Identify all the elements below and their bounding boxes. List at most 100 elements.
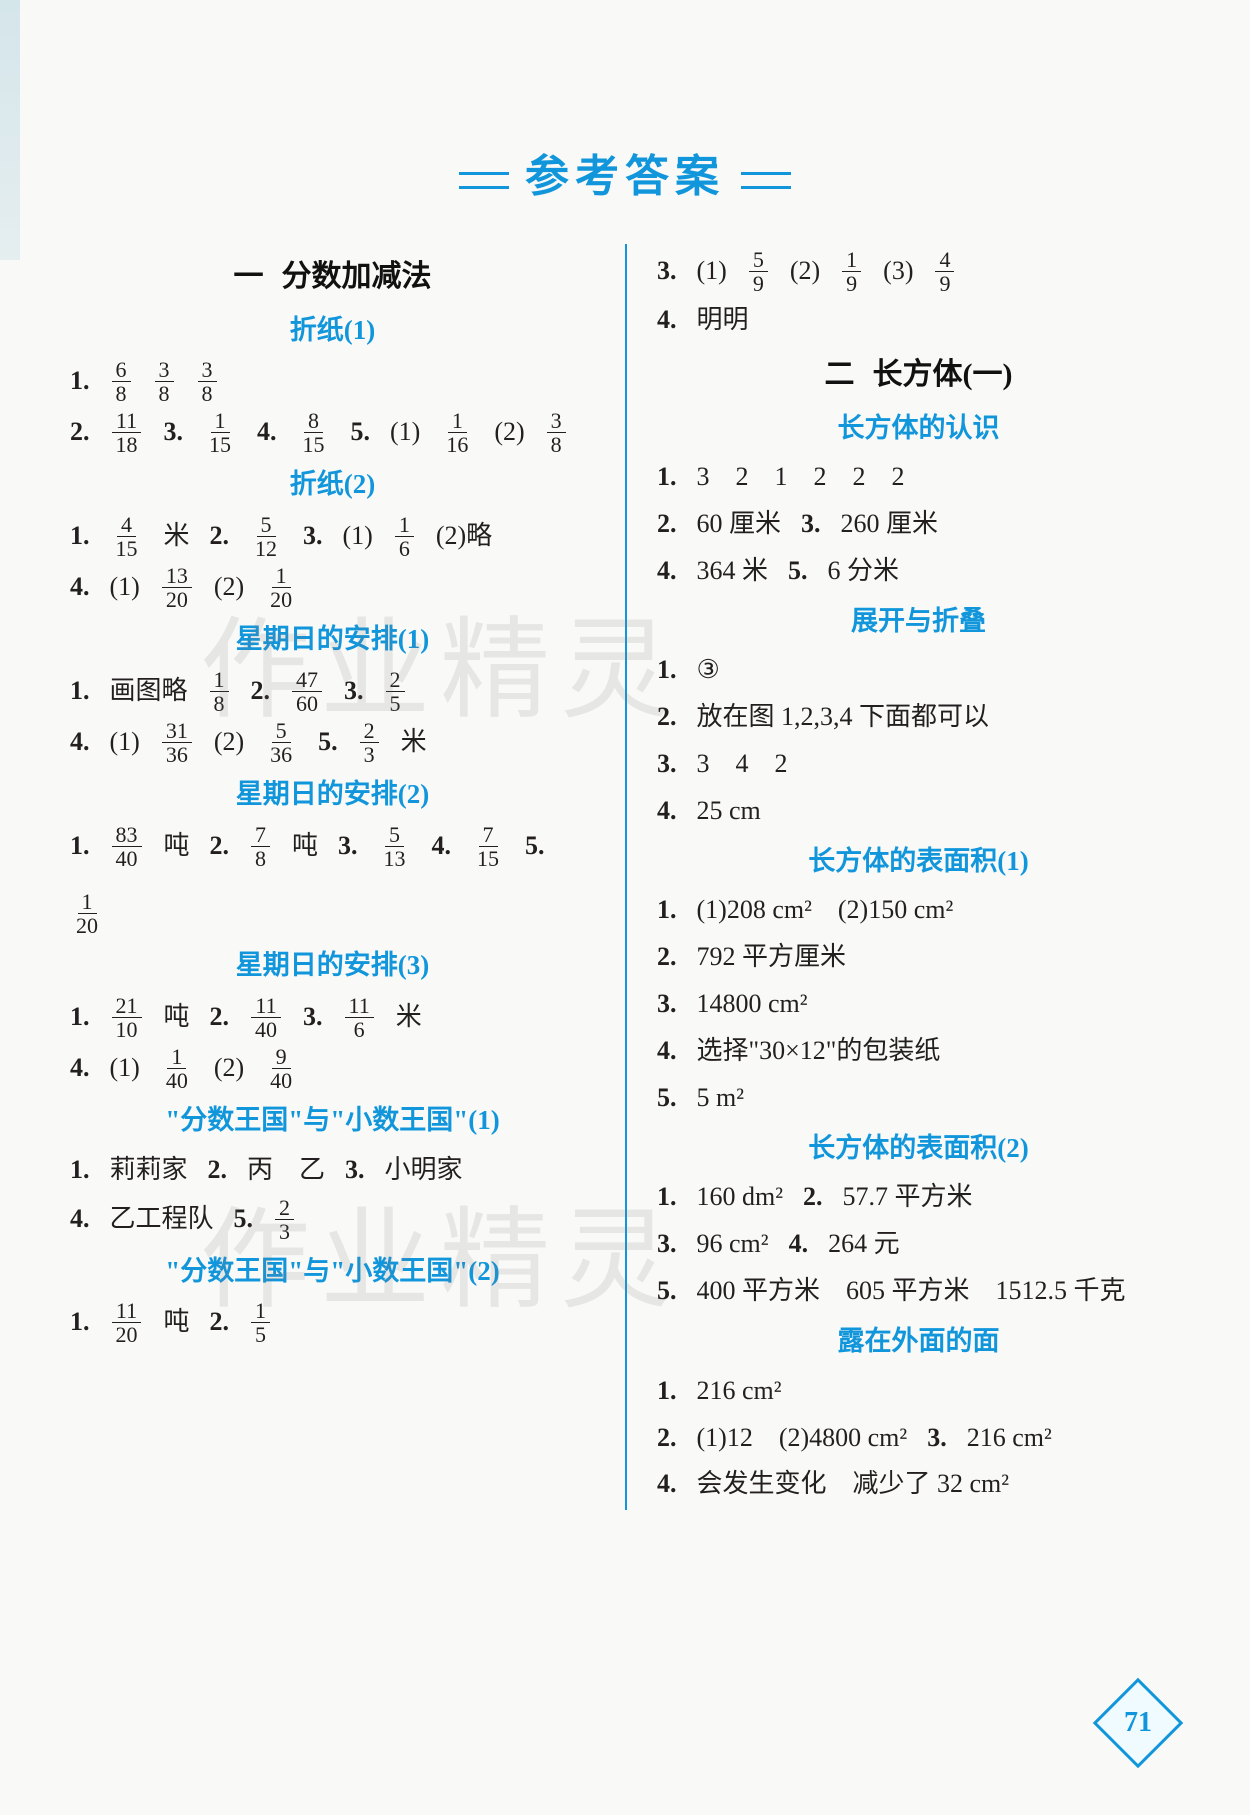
answer-line: 1.216 cm²: [657, 1370, 1180, 1413]
fraction: 140: [162, 1045, 192, 1092]
item-number: 4.: [70, 1198, 90, 1241]
answer-text: ③: [697, 649, 720, 692]
item-number: 1.: [70, 1149, 90, 1192]
answer-line: 4.25 cm: [657, 790, 1180, 833]
item-number: 3.: [801, 503, 821, 546]
fraction: 116: [442, 409, 472, 456]
answer-line: 1.1120吨2.15: [70, 1299, 595, 1346]
right-column: 3.(1)59(2)19(3)494.明明二长方体(一)长方体的认识1.3 2 …: [625, 244, 1180, 1510]
chapter-number: 二: [825, 350, 855, 400]
section-title: 星期日的安排(2): [70, 772, 595, 817]
fraction: 49: [935, 248, 954, 295]
answer-text: 吨: [164, 825, 190, 868]
fraction: 25: [386, 668, 405, 715]
answer-text: (2): [214, 566, 244, 609]
answer-text: 画图略: [110, 670, 188, 713]
item-number: 2.: [208, 1149, 228, 1192]
answer-line: 1.8340吨2.78吨3.5134.7155.120: [70, 823, 595, 937]
item-number: 3.: [657, 743, 677, 786]
item-number: 5.: [234, 1198, 254, 1241]
page-number-badge: 71: [1093, 1678, 1184, 1769]
fraction: 940: [266, 1045, 296, 1092]
item-number: 1.: [70, 515, 90, 558]
fraction: 3136: [162, 719, 192, 766]
chapter-title: 分数加减法: [282, 260, 432, 293]
item-number: 4.: [657, 1030, 677, 1073]
answer-text: (3): [883, 250, 913, 293]
answer-text: 792 平方厘米: [697, 936, 847, 979]
answer-text: (2): [790, 250, 820, 293]
answer-line: 2.60 厘米3.260 厘米: [657, 503, 1180, 546]
answer-line: 4. 选择"30×12"的包装纸: [657, 1030, 1180, 1073]
item-number: 3.: [303, 996, 323, 1039]
item-number: 1.: [70, 1301, 90, 1344]
content-columns: 一分数加减法折纸(1)1.6838382.11183.1154.8155.(1)…: [0, 204, 1250, 1510]
item-number: 3.: [927, 1417, 947, 1460]
item-number: 4.: [257, 411, 277, 454]
answer-text: (1): [697, 250, 727, 293]
item-number: 2.: [657, 696, 677, 739]
section-title: "分数王国"与"小数王国"(1): [70, 1098, 595, 1143]
answer-line: 4.(1)140(2)940: [70, 1045, 595, 1092]
fraction: 4760: [292, 668, 322, 715]
left-column: 一分数加减法折纸(1)1.6838382.11183.1154.8155.(1)…: [70, 244, 625, 1510]
item-number: 3.: [303, 515, 323, 558]
item-number: 5.: [351, 411, 371, 454]
answer-line: 1.160 dm²2.57.7 平方米: [657, 1176, 1180, 1219]
answer-text: 5 m²: [697, 1077, 745, 1120]
answer-text: 364 米: [697, 550, 769, 593]
answer-line: 1.415米2.5123.(1)16(2)略: [70, 513, 595, 560]
item-number: 3.: [657, 983, 677, 1026]
fraction: 38: [547, 409, 566, 456]
item-number: 3.: [657, 1223, 677, 1266]
fraction: 120: [72, 890, 102, 937]
answer-line: 4.(1)3136(2)5365.23米: [70, 719, 595, 766]
answer-text: 丙 乙: [247, 1149, 325, 1192]
item-number: 5.: [657, 1270, 677, 1313]
answer-text: 米: [164, 515, 190, 558]
answer-text: 选择"30×12"的包装纸: [697, 1030, 941, 1073]
item-number: 5.: [525, 825, 545, 868]
item-number: 5.: [788, 550, 808, 593]
fraction: 120: [266, 564, 296, 611]
fraction: 1120: [112, 1299, 142, 1346]
answer-line: 2. 放在图 1,2,3,4 下面都可以: [657, 696, 1180, 739]
answer-line: 1.画图略182.47603.25: [70, 668, 595, 715]
fraction: 18: [210, 668, 229, 715]
answer-line: 4.会发生变化 减少了 32 cm²: [657, 1463, 1180, 1506]
answer-text: 400 平方米 605 平方米 1512.5 千克: [697, 1270, 1126, 1313]
fraction: 38: [198, 358, 217, 405]
item-number: 4.: [657, 1463, 677, 1506]
answer-text: 3 4 2: [697, 743, 788, 786]
fraction: 1118: [112, 409, 142, 456]
item-number: 3.: [344, 670, 364, 713]
answer-text: 吨: [292, 825, 318, 868]
fraction: 1140: [251, 994, 281, 1041]
answer-text: (1): [110, 1047, 140, 1090]
item-number: 2.: [210, 515, 230, 558]
item-number: 1.: [657, 889, 677, 932]
item-number: 4.: [70, 1047, 90, 1090]
answer-text: 小明家: [385, 1149, 463, 1192]
answer-text: 216 cm²: [697, 1370, 782, 1413]
fraction: 715: [473, 823, 503, 870]
item-number: 2.: [657, 503, 677, 546]
answer-line: 4.364 米5.6 分米: [657, 550, 1180, 593]
answer-text: 3 2 1 2 2 2: [697, 456, 905, 499]
fraction: 38: [155, 358, 174, 405]
item-number: 2.: [803, 1176, 823, 1219]
chapter-heading: 一分数加减法: [70, 252, 595, 302]
answer-text: (1): [343, 515, 373, 558]
answer-text: 放在图 1,2,3,4 下面都可以: [697, 696, 990, 739]
answer-text: 6 分米: [828, 550, 900, 593]
answer-text: 216 cm²: [967, 1417, 1052, 1460]
item-number: 3.: [657, 250, 677, 293]
chapter-heading: 二长方体(一): [657, 350, 1180, 400]
item-number: 2.: [210, 996, 230, 1039]
fraction: 415: [112, 513, 142, 560]
answer-text: 60 厘米: [697, 503, 782, 546]
answer-line: 3.(1)59(2)19(3)49: [657, 248, 1180, 295]
answer-text: (2): [214, 721, 244, 764]
section-title: 长方体的表面积(2): [657, 1126, 1180, 1171]
answer-line: 4.(1)1320(2)120: [70, 564, 595, 611]
